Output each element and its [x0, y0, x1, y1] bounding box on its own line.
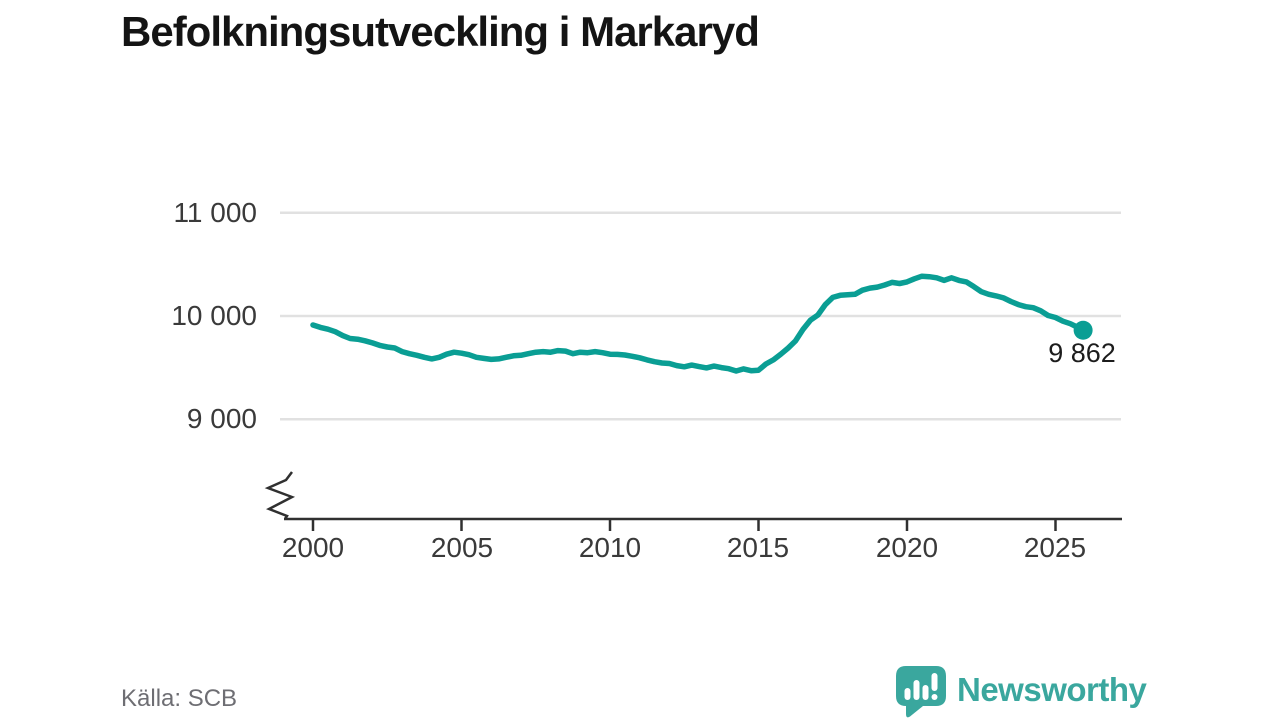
newsworthy-logo: Newsworthy — [895, 664, 1147, 720]
y-axis-tick-label: 9 000 — [186, 403, 257, 434]
population-series-line — [310, 273, 1086, 374]
newsworthy-chart-bubble-icon — [896, 666, 946, 718]
chart-title: Befolkningsutveckling i Markaryd — [121, 8, 760, 55]
x-axis-tick-label: 2020 — [875, 532, 939, 563]
x-axis-tick-label: 2010 — [578, 532, 642, 563]
x-axis-tick-label: 2025 — [1023, 532, 1087, 563]
x-axis-tick-label: 2015 — [726, 532, 790, 563]
source-caption: Källa: SCB — [121, 685, 238, 712]
last-point-marker — [1073, 320, 1093, 340]
y-axis-tick-label: 10 000 — [171, 300, 257, 331]
axis-break-icon — [264, 471, 296, 520]
brand-name: Newsworthy — [957, 671, 1147, 708]
last-value-label: 9 862 — [1048, 338, 1116, 368]
y-axis-tick-label: 11 000 — [173, 197, 257, 228]
x-axis-tick-label: 2005 — [430, 532, 494, 563]
x-axis-tick-label: 2000 — [281, 532, 345, 563]
